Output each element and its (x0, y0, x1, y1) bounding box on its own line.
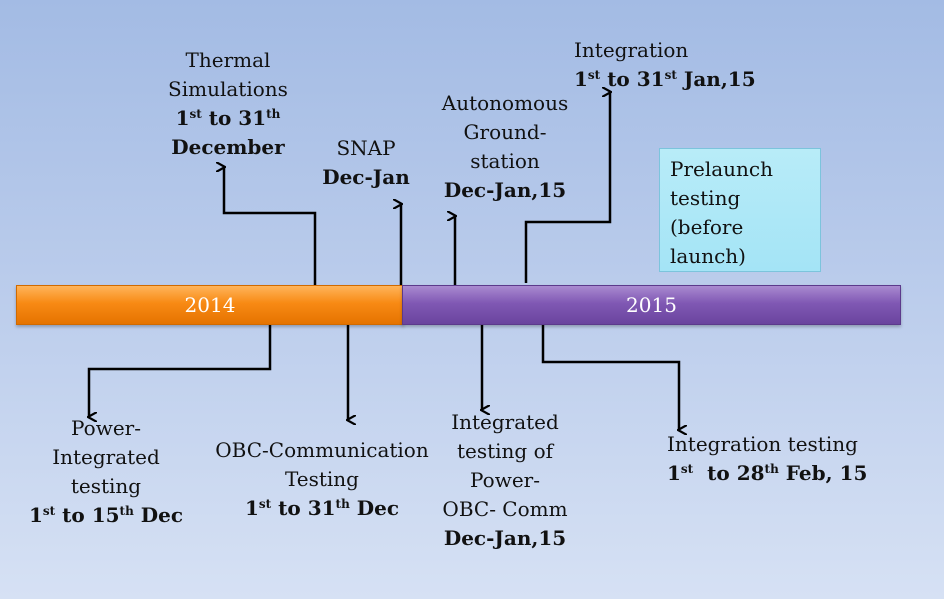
ipo-date: Dec-Jan,15 (430, 524, 580, 553)
milestone-integrated-testing-power-obc-comm: Integrated testing of Power- OBC- Comm D… (430, 408, 580, 553)
milestone-prelaunch-testing: Prelaunch testing (before launch) (659, 148, 821, 272)
ipo-title-line2: testing of (430, 437, 580, 466)
thermal-title-line1: Thermal (148, 46, 308, 75)
milestone-power-integrated-testing: Power- Integrated testing 1st to 15th De… (16, 414, 196, 530)
integration-date: 1st to 31st Jan,15 (574, 65, 756, 94)
snap-title: SNAP (316, 134, 416, 163)
milestone-autonomous-ground-station: Autonomous Ground- station Dec-Jan,15 (430, 89, 580, 205)
ground-title-line3: station (430, 147, 580, 176)
thermal-date: 1st to 31th (148, 104, 308, 133)
obc-title-line2: Testing (202, 465, 442, 494)
prelaunch-line4: launch) (670, 242, 810, 271)
thermal-date-line2: December (148, 133, 308, 162)
ipo-title-line4: OBC- Comm (430, 495, 580, 524)
power-date: 1st to 15th Dec (16, 501, 196, 530)
timeline-bar-2015: 2015 (402, 285, 901, 325)
milestone-obc-communication-testing: OBC-Communication Testing 1st to 31th De… (202, 436, 442, 523)
prelaunch-line1: Prelaunch (670, 155, 810, 184)
obc-title-line1: OBC-Communication (202, 436, 442, 465)
prelaunch-line2: testing (670, 184, 810, 213)
power-arrow (89, 325, 270, 417)
integration-title: Integration (574, 36, 756, 65)
milestone-thermal-simulations: Thermal Simulations 1st to 31th December (148, 46, 308, 162)
milestone-integration-testing: Integration testing 1st to 28th Feb, 15 (667, 430, 867, 488)
thermal-title-line2: Simulations (148, 75, 308, 104)
power-title-line1: Power- (16, 414, 196, 443)
timeline-bar-2014: 2014 (16, 285, 404, 325)
integration-testing-date: 1st to 28th Feb, 15 (667, 459, 867, 488)
power-title-line3: testing (16, 472, 196, 501)
ground-date: Dec-Jan,15 (430, 176, 580, 205)
prelaunch-line3: (before (670, 213, 810, 242)
ipo-title-line1: Integrated (430, 408, 580, 437)
milestone-snap: SNAP Dec-Jan (316, 134, 416, 192)
ground-title-line2: Ground- (430, 118, 580, 147)
obc-date: 1st to 31th Dec (202, 494, 442, 523)
snap-date: Dec-Jan (316, 163, 416, 192)
ipo-title-line3: Power- (430, 466, 580, 495)
milestone-integration: Integration 1st to 31st Jan,15 (574, 36, 756, 94)
power-title-line2: Integrated (16, 443, 196, 472)
year-label-2014: 2014 (185, 293, 236, 317)
integration-testing-title: Integration testing (667, 430, 867, 459)
year-label-2015: 2015 (626, 293, 677, 317)
thermal-arrow (224, 167, 315, 288)
ground-title-line1: Autonomous (430, 89, 580, 118)
